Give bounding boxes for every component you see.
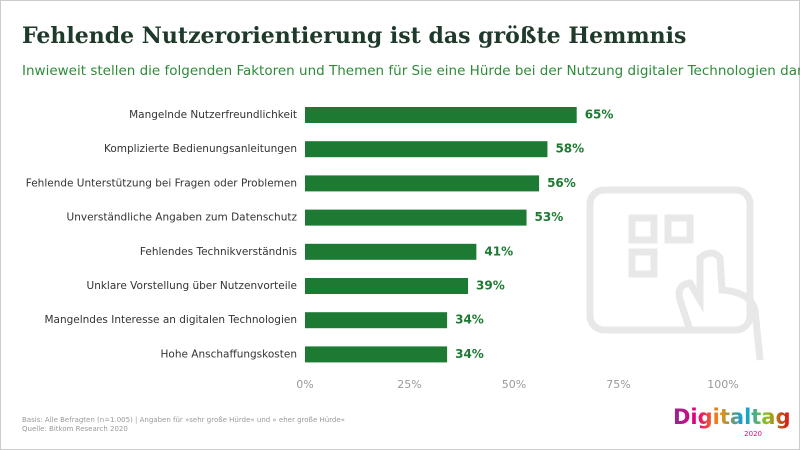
bar	[305, 243, 477, 260]
value-label: 39%	[476, 279, 505, 293]
x-tick-label: 75%	[606, 378, 630, 391]
bar	[305, 278, 469, 294]
chart-title: Fehlende Nutzerorientierung ist das größ…	[22, 23, 686, 49]
bar	[305, 346, 448, 363]
bar	[305, 312, 448, 329]
category-label: Mangelnde Nutzerfreundlichkeit	[129, 109, 297, 121]
category-label: Unklare Vorstellung über Nutzenvorteile	[87, 280, 297, 292]
value-label: 53%	[535, 210, 564, 224]
category-label: Mangelndes Interesse an digitalen Techno…	[44, 314, 297, 326]
category-label: Komplizierte Bedienungsanleitungen	[104, 143, 297, 155]
value-label: 41%	[484, 244, 513, 258]
x-tick-label: 25%	[397, 378, 421, 391]
watermark-icon	[586, 186, 764, 361]
footnote: Basis: Alle Befragten (n=1.005) | Angabe…	[22, 416, 345, 424]
category-label: Fehlende Unterstützung bei Fragen oder P…	[26, 177, 297, 189]
x-tick-label: 50%	[502, 378, 526, 391]
category-label: Hohe Anschaffungskosten	[161, 348, 297, 360]
bar	[305, 209, 527, 226]
bar	[305, 175, 540, 192]
logo-year: 2020	[744, 430, 762, 438]
value-label: 34%	[455, 347, 484, 361]
bar	[305, 107, 577, 123]
value-label: 65%	[585, 108, 614, 122]
category-label: Fehlendes Technikverständnis	[140, 246, 297, 258]
category-label: Unverständliche Angaben zum Datenschutz	[67, 212, 298, 224]
value-label: 56%	[547, 176, 576, 190]
chart-subtitle: Inwieweit stellen die folgenden Faktoren…	[22, 63, 800, 79]
value-label: 58%	[555, 142, 584, 156]
logo-text: Digitaltag	[673, 405, 791, 429]
x-tick-label: 0%	[296, 378, 313, 391]
x-tick-label: 100%	[707, 378, 738, 391]
bar	[305, 141, 548, 158]
value-label: 34%	[455, 313, 484, 327]
footnote: Quelle: Bitkom Research 2020	[22, 425, 128, 433]
